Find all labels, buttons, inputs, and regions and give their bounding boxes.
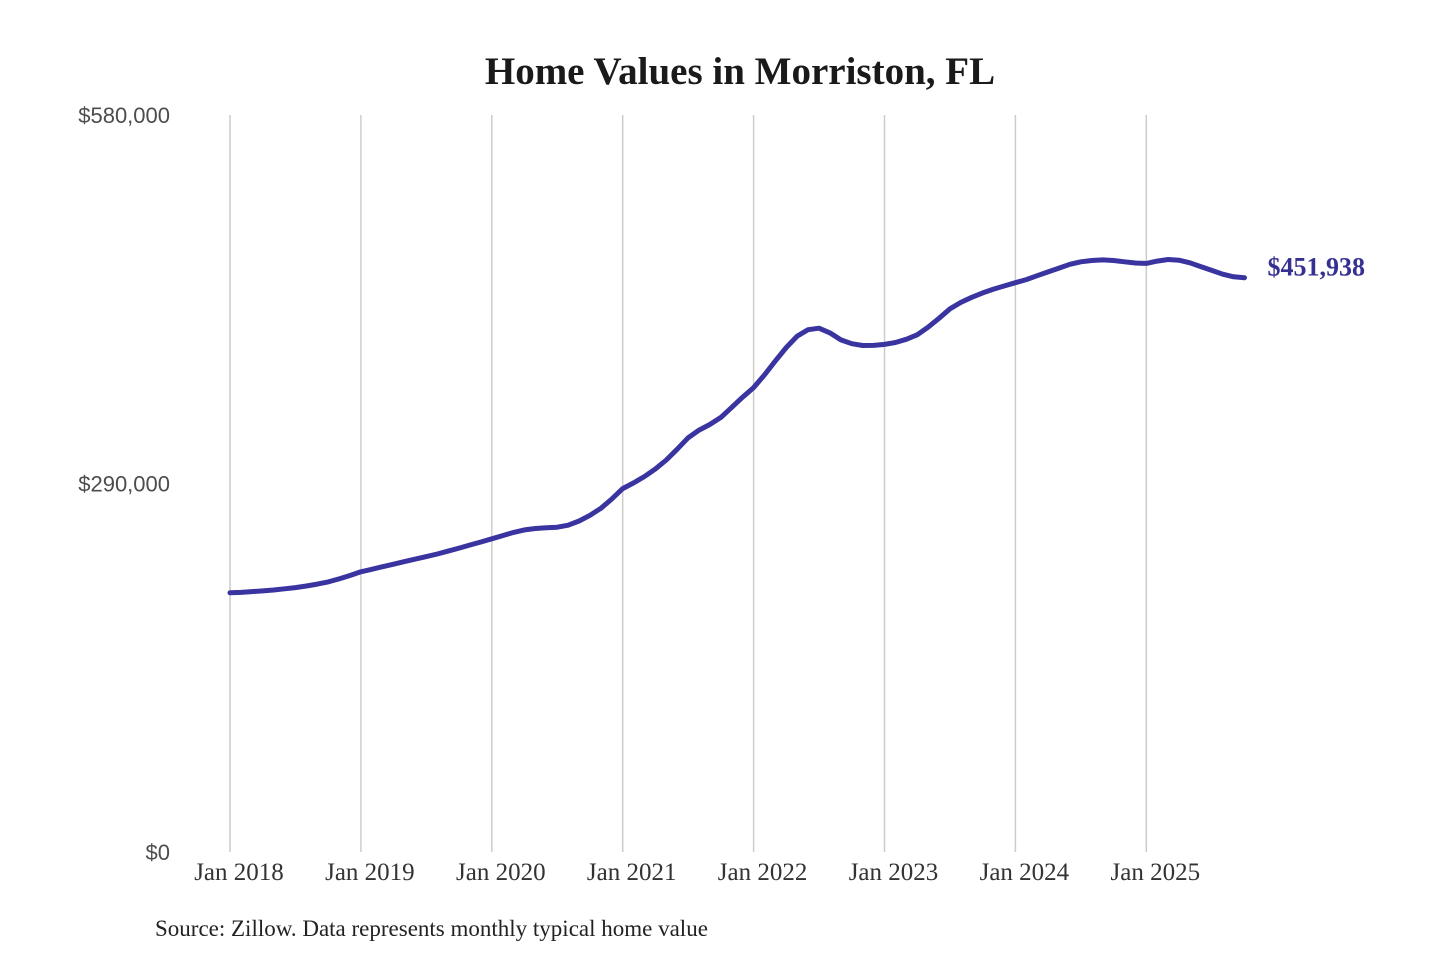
y-axis-tick-label: $290,000 [78,472,170,497]
x-axis-tick-label: Jan 2020 [456,859,546,886]
last-value-label: $451,938 [1267,253,1365,282]
source-note: Source: Zillow. Data represents monthly … [155,916,708,941]
y-axis-labels: $0 $290,000 $580,000 [78,103,170,865]
home-value-line [227,257,1247,596]
y-axis-tick-label: $580,000 [78,103,170,128]
x-axis-tick-label: Jan 2025 [1111,859,1201,886]
x-axis-labels: Jan 2018 Jan 2019 Jan 2020 Jan 2021 Jan 2022… [194,859,1200,886]
y-axis-tick-label: $0 [146,840,170,865]
x-axis-tick-label: Jan 2024 [980,859,1070,886]
x-axis-tick-label: Jan 2023 [849,859,939,886]
x-axis-tick-label: Jan 2019 [325,859,415,886]
gridlines [229,115,1148,852]
x-axis-tick-label: Jan 2022 [718,859,808,886]
chart-title: Home Values in Morriston, FL [485,50,995,93]
x-axis-tick-label: Jan 2018 [194,859,284,886]
x-axis-tick-label: Jan 2021 [587,859,677,886]
